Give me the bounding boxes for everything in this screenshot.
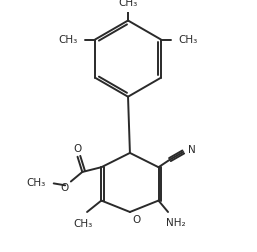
Text: O: O	[61, 183, 69, 193]
Text: O: O	[133, 215, 141, 225]
Text: CH₃: CH₃	[74, 219, 93, 229]
Text: CH₃: CH₃	[59, 35, 78, 45]
Text: N: N	[188, 145, 196, 155]
Text: CH₃: CH₃	[178, 35, 197, 45]
Text: O: O	[74, 144, 82, 154]
Text: CH₃: CH₃	[118, 0, 138, 8]
Text: NH₂: NH₂	[166, 218, 186, 228]
Text: CH₃: CH₃	[26, 178, 45, 188]
